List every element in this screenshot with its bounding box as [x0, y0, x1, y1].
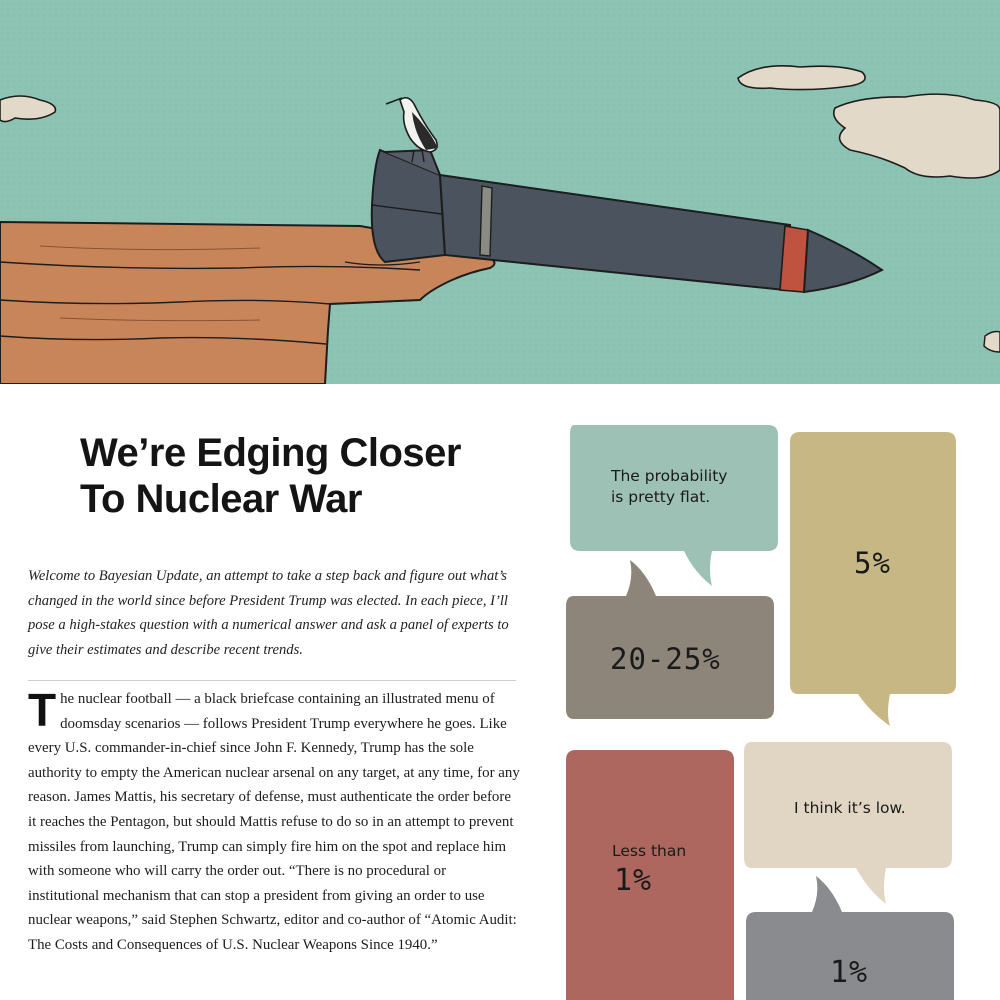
hero-illustration	[0, 0, 1000, 384]
cloud-icon	[0, 95, 57, 123]
bubble-low-text: I think it’s low.	[794, 799, 906, 817]
bubble-red	[566, 750, 734, 1000]
article-body-text: he nuclear football — a black briefcase …	[28, 691, 520, 953]
bubble-one-value: 1%	[830, 955, 869, 990]
estimate-bubbles: The probability is pretty flat. 20-25% 5…	[560, 420, 1000, 1000]
title-line-2: To Nuclear War	[80, 477, 362, 521]
bubble-low	[744, 742, 952, 904]
article-dek: Welcome to Bayesian Update, an attempt t…	[28, 568, 509, 658]
bubble-one	[746, 876, 954, 1000]
bubble-five	[790, 432, 956, 726]
bubble-less-value: 1%	[614, 863, 653, 898]
bubble-twenty	[566, 560, 774, 719]
bird-icon	[385, 96, 438, 163]
bubble-flat-text: The probability is pretty flat.	[611, 467, 728, 506]
cloud-icon	[832, 93, 1000, 179]
bubble-flat	[570, 425, 778, 586]
cloud-icon	[737, 65, 866, 91]
bubble-less-than-text: Less than	[612, 842, 687, 860]
bubble-twenty-value: 20-25%	[610, 642, 721, 676]
drop-cap: T	[28, 684, 57, 736]
cloud-icon	[983, 330, 1000, 353]
missile-icon	[370, 148, 884, 294]
bubble-five-value: 5%	[854, 546, 891, 580]
divider	[28, 680, 516, 681]
title-line-1: We’re Edging Closer	[80, 431, 461, 475]
page-title: We’re Edging Closer To Nuclear War	[80, 430, 540, 522]
